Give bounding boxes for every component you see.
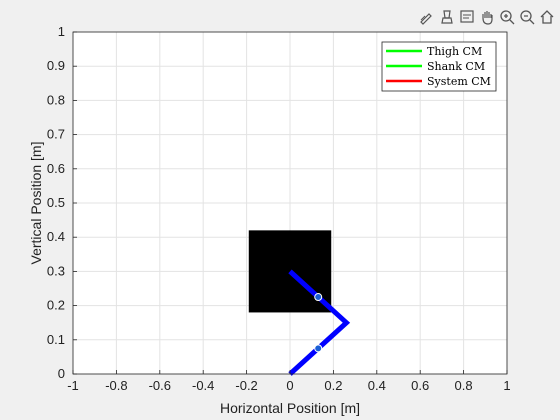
x-tick-label: -0.2 (235, 378, 257, 393)
y-tick-label: 0.6 (47, 161, 65, 176)
y-tick-label: 0.7 (47, 127, 65, 142)
y-tick-label: 0.9 (47, 58, 65, 73)
x-tick-label: 0.8 (455, 378, 473, 393)
x-tick-label: -0.4 (192, 378, 214, 393)
y-axis-label: Vertical Position [m] (28, 142, 44, 265)
x-tick-label: -0.6 (149, 378, 171, 393)
y-tick-label: 0.2 (47, 298, 65, 313)
axis-ticks: -1 -0.8 -0.6 -0.4 -0.2 0 0.2 0.4 0.6 0.8 1 0 0.1 0.2 0… (47, 24, 511, 393)
x-axis-label: Horizontal Position [m] (220, 400, 360, 416)
x-tick-label: -0.8 (105, 378, 127, 393)
zoom-out-icon[interactable] (518, 8, 536, 26)
chart-marks (248, 230, 351, 376)
x-tick-label: 0.2 (324, 378, 342, 393)
shank-cm-marker (314, 344, 323, 353)
y-tick-label: 1 (58, 24, 65, 39)
x-tick-label: 1 (503, 378, 510, 393)
home-icon[interactable] (538, 8, 556, 26)
y-tick-label: 0.1 (47, 332, 65, 347)
datatip-icon[interactable] (458, 8, 476, 26)
legend-label: Thigh CM (427, 45, 482, 58)
x-tick-label: -1 (67, 378, 79, 393)
thigh-cm-marker (314, 293, 323, 302)
y-tick-label: 0 (58, 366, 65, 381)
edit-plot-icon[interactable] (418, 8, 436, 26)
leg-segments-line (288, 269, 351, 376)
legend[interactable]: Thigh CM Shank CM System CM (381, 41, 497, 92)
x-tick-label: 0 (286, 378, 293, 393)
legend-label: System CM (427, 75, 491, 88)
y-tick-label: 0.5 (47, 195, 65, 210)
legend-label: Shank CM (427, 60, 485, 73)
zoom-in-icon[interactable] (498, 8, 516, 26)
brush-icon[interactable] (438, 8, 456, 26)
axes-toolbar (418, 8, 556, 26)
y-tick-label: 0.8 (47, 92, 65, 107)
x-tick-label: 0.6 (411, 378, 429, 393)
y-tick-label: 0.3 (47, 263, 65, 278)
x-tick-label: 0.4 (368, 378, 386, 393)
y-tick-label: 0.4 (47, 229, 65, 244)
pan-icon[interactable] (478, 8, 496, 26)
